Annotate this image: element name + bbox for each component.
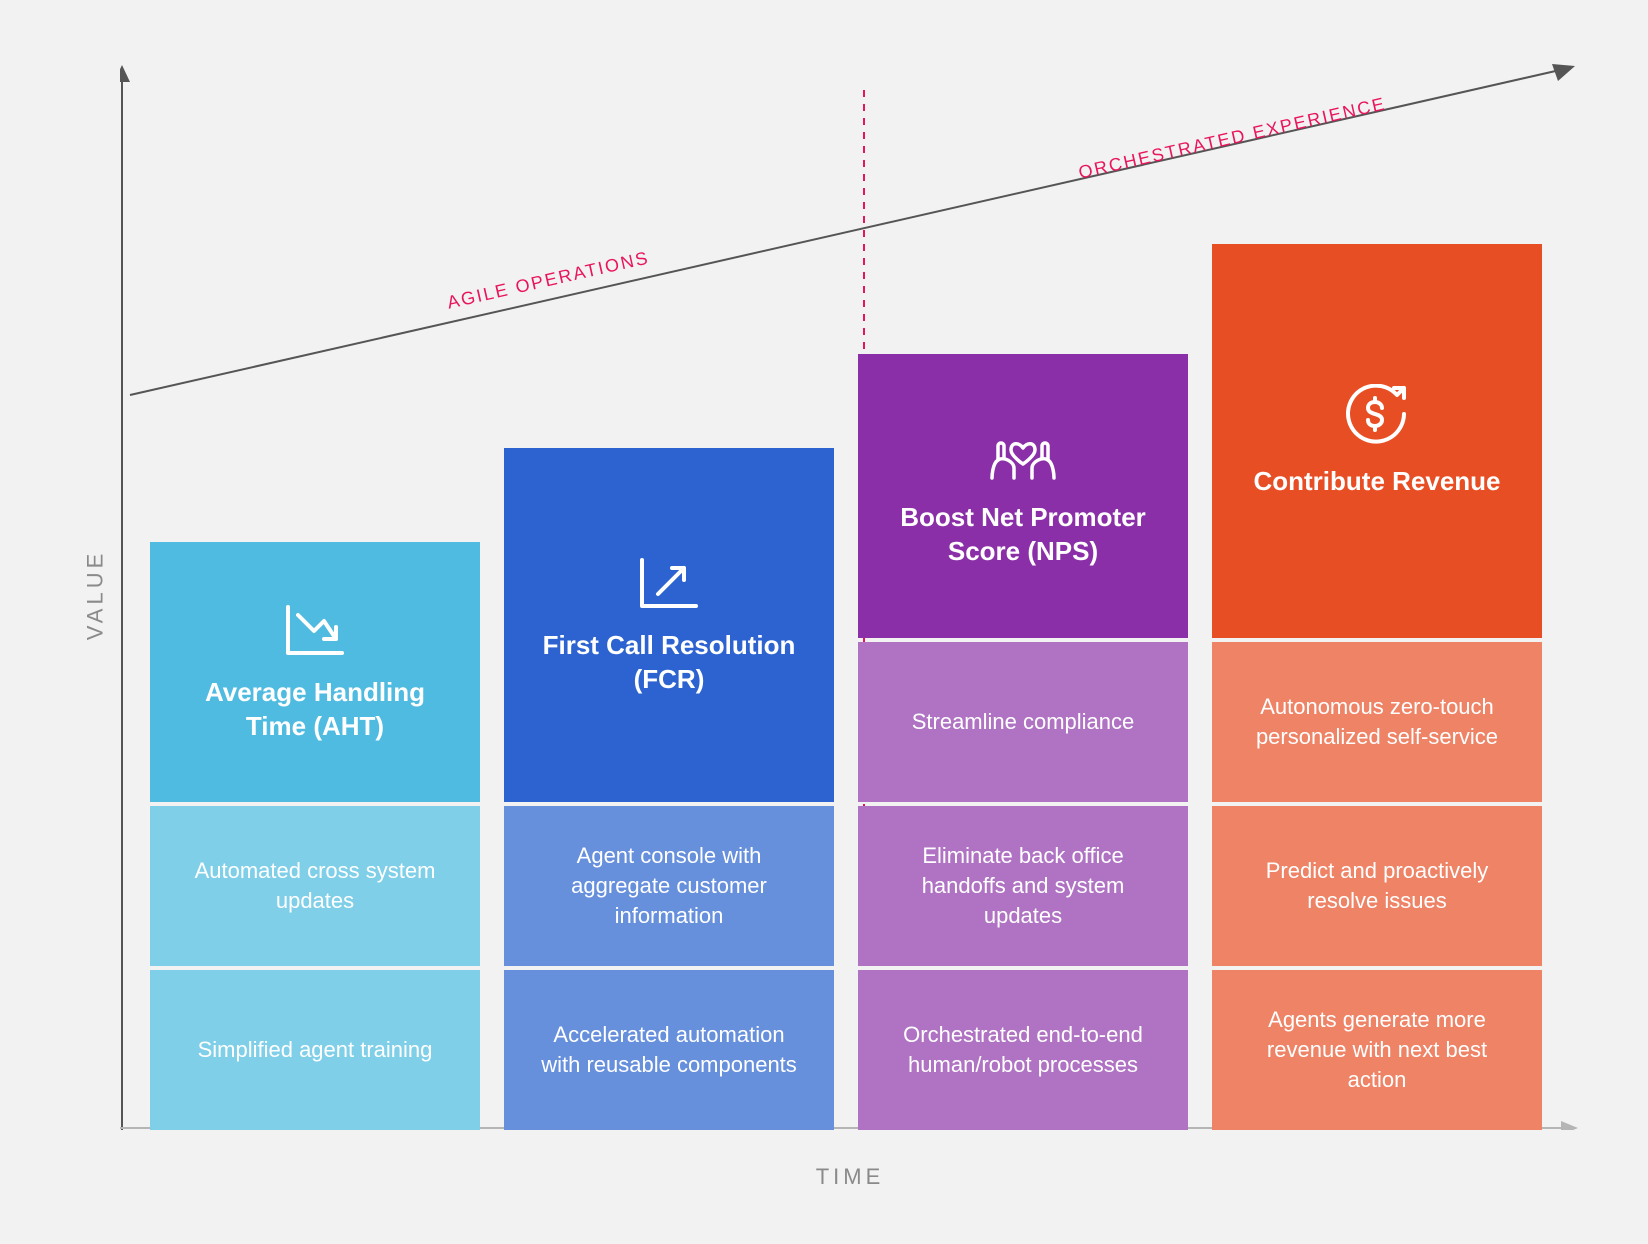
benefit-box: Orchestrated end-to-end human/robot proc… (858, 970, 1188, 1130)
x-axis-label: TIME (816, 1164, 885, 1190)
benefit-box: Streamline compliance (858, 642, 1188, 802)
column-header-nps: Boost Net Promoter Score (NPS) (858, 354, 1188, 638)
chart-area: AGILE OPERATIONS ORCHESTRATED EXPERIENCE… (120, 60, 1580, 1130)
chart-down-icon (282, 601, 348, 664)
column-title: Average Handling Time (AHT) (174, 676, 456, 744)
column-header-aht: Average Handling Time (AHT) (150, 542, 480, 802)
chart-up-icon (636, 554, 702, 617)
column-header-revenue: Contribute Revenue (1212, 244, 1542, 638)
dollar-growth-icon (1342, 384, 1412, 453)
benefit-box: Automated cross system updates (150, 806, 480, 966)
benefit-box: Predict and proactively resolve issues (1212, 806, 1542, 966)
column-title: Boost Net Promoter Score (NPS) (882, 501, 1164, 569)
column-title: First Call Resolution (FCR) (528, 629, 810, 697)
column-title: Contribute Revenue (1253, 465, 1500, 499)
benefit-box: Agents generate more revenue with next b… (1212, 970, 1542, 1130)
y-axis-label: VALUE (82, 550, 108, 641)
hands-heart-icon (984, 424, 1062, 489)
column-header-fcr: First Call Resolution (FCR) (504, 448, 834, 802)
benefit-box: Eliminate back office handoffs and syste… (858, 806, 1188, 966)
arrow-label-right: ORCHESTRATED EXPERIENCE (1077, 93, 1389, 183)
column-fcr: First Call Resolution (FCR) Agent consol… (504, 448, 834, 1130)
columns-container: Average Handling Time (AHT) Automated cr… (150, 244, 1542, 1130)
benefit-box: Accelerated automation with reusable com… (504, 970, 834, 1130)
column-aht: Average Handling Time (AHT) Automated cr… (150, 542, 480, 1130)
benefit-box: Simplified agent training (150, 970, 480, 1130)
column-revenue: Contribute Revenue Autonomous zero-touch… (1212, 244, 1542, 1130)
benefit-box: Autonomous zero-touch personalized self-… (1212, 642, 1542, 802)
benefit-box: Agent console with aggregate customer in… (504, 806, 834, 966)
column-nps: Boost Net Promoter Score (NPS) Streamlin… (858, 354, 1188, 1130)
